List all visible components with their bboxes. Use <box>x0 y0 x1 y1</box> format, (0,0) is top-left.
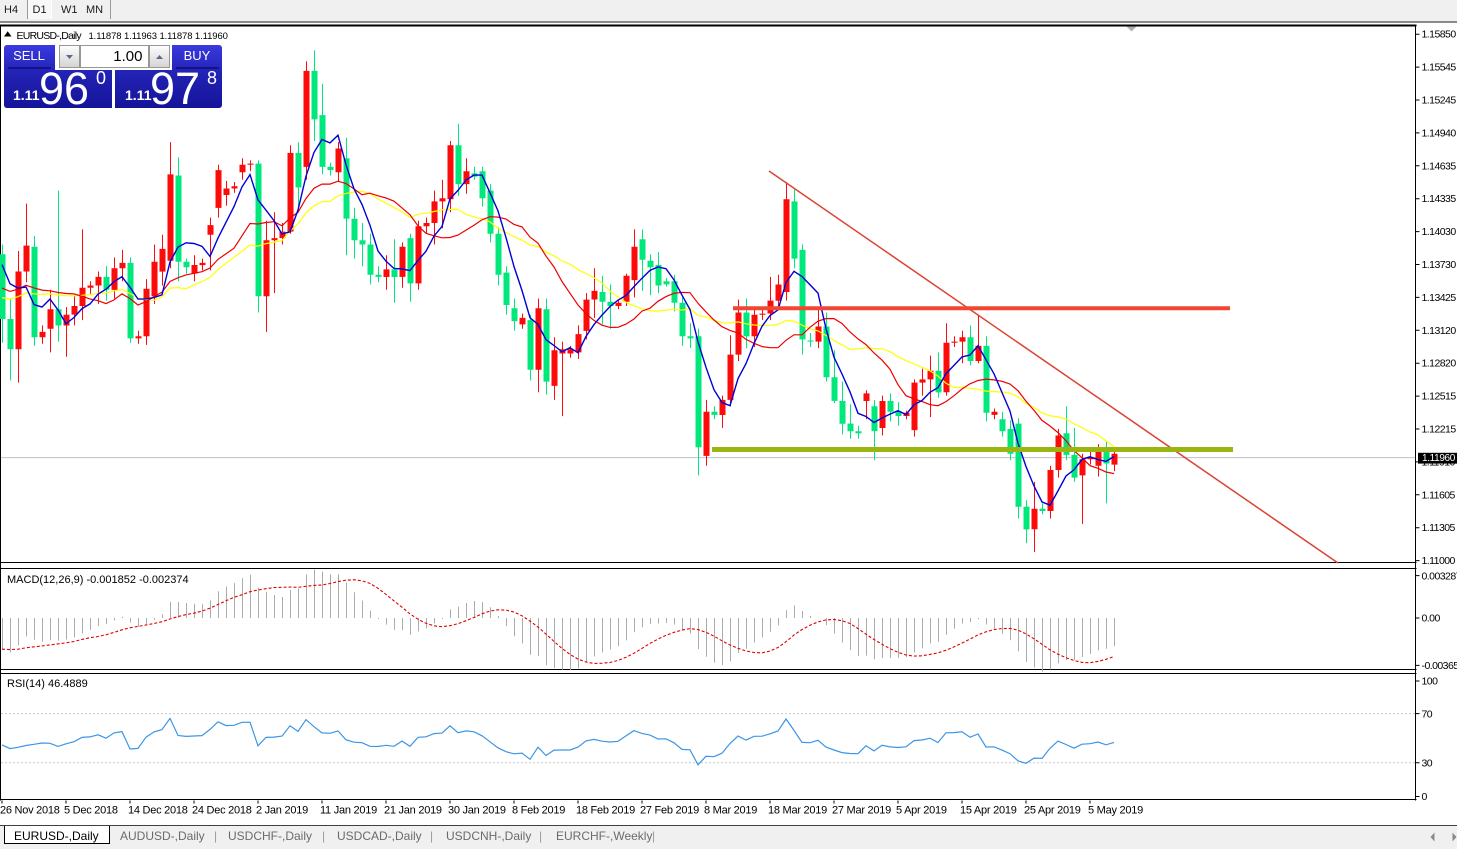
svg-text:27 Mar 2019: 27 Mar 2019 <box>832 805 891 817</box>
svg-text:30: 30 <box>1422 757 1433 769</box>
svg-text:14 Dec 2018: 14 Dec 2018 <box>128 805 188 817</box>
svg-text:MACD(12,26,9) -0.001852 -0.002: MACD(12,26,9) -0.001852 -0.002374 <box>7 574 189 586</box>
svg-text:5 May 2019: 5 May 2019 <box>1088 805 1143 817</box>
svg-text:5 Apr 2019: 5 Apr 2019 <box>896 805 947 817</box>
svg-text:EURUSD-,Daily: EURUSD-,Daily <box>17 30 83 42</box>
svg-text:1.13120: 1.13120 <box>1422 325 1457 337</box>
svg-text:18 Mar 2019: 18 Mar 2019 <box>768 805 827 817</box>
svg-text:1.11000: 1.11000 <box>1422 555 1456 567</box>
svg-text:1.12820: 1.12820 <box>1422 358 1457 370</box>
svg-text:30 Jan 2019: 30 Jan 2019 <box>448 805 506 817</box>
svg-text:5 Dec 2018: 5 Dec 2018 <box>64 805 118 817</box>
svg-text:0.003287: 0.003287 <box>1422 570 1457 582</box>
svg-text:24 Dec 2018: 24 Dec 2018 <box>192 805 252 817</box>
svg-text:1.15245: 1.15245 <box>1422 95 1457 107</box>
svg-text:1.15545: 1.15545 <box>1422 62 1457 74</box>
svg-text:27 Feb 2019: 27 Feb 2019 <box>640 805 699 817</box>
svg-text:RSI(14) 46.4889: RSI(14) 46.4889 <box>7 678 88 690</box>
svg-text:1.11605: 1.11605 <box>1422 489 1456 501</box>
svg-text:70: 70 <box>1422 708 1433 720</box>
svg-text:21 Jan 2019: 21 Jan 2019 <box>384 805 442 817</box>
svg-text:1.13425: 1.13425 <box>1422 292 1457 304</box>
svg-text:8 Mar 2019: 8 Mar 2019 <box>704 805 757 817</box>
svg-text:1.11878 1.11963 1.11878 1.1196: 1.11878 1.11963 1.11878 1.11960 <box>89 31 228 42</box>
svg-text:1.15850: 1.15850 <box>1422 29 1457 41</box>
svg-text:1.11960: 1.11960 <box>1422 453 1456 464</box>
svg-text:1.13730: 1.13730 <box>1422 259 1457 271</box>
svg-text:1.14635: 1.14635 <box>1422 160 1457 172</box>
svg-text:0.00: 0.00 <box>1422 613 1441 625</box>
svg-text:1.14940: 1.14940 <box>1422 127 1457 139</box>
svg-text:2 Jan 2019: 2 Jan 2019 <box>256 805 308 817</box>
svg-text:0: 0 <box>1422 791 1428 803</box>
svg-text:1.11305: 1.11305 <box>1422 522 1456 534</box>
svg-text:8 Feb 2019: 8 Feb 2019 <box>512 805 565 817</box>
svg-text:1.14335: 1.14335 <box>1422 193 1457 205</box>
svg-text:15 Apr 2019: 15 Apr 2019 <box>960 805 1017 817</box>
svg-text:11 Jan 2019: 11 Jan 2019 <box>320 805 377 817</box>
svg-text:25 Apr 2019: 25 Apr 2019 <box>1024 805 1081 817</box>
svg-text:26 Nov 2018: 26 Nov 2018 <box>0 805 60 817</box>
svg-text:1.12515: 1.12515 <box>1422 391 1457 403</box>
svg-text:1.12215: 1.12215 <box>1422 424 1457 436</box>
svg-text:-0.00365: -0.00365 <box>1422 660 1457 672</box>
svg-text:18 Feb 2019: 18 Feb 2019 <box>576 805 635 817</box>
svg-text:1.14030: 1.14030 <box>1422 226 1457 238</box>
svg-text:100: 100 <box>1422 676 1439 688</box>
